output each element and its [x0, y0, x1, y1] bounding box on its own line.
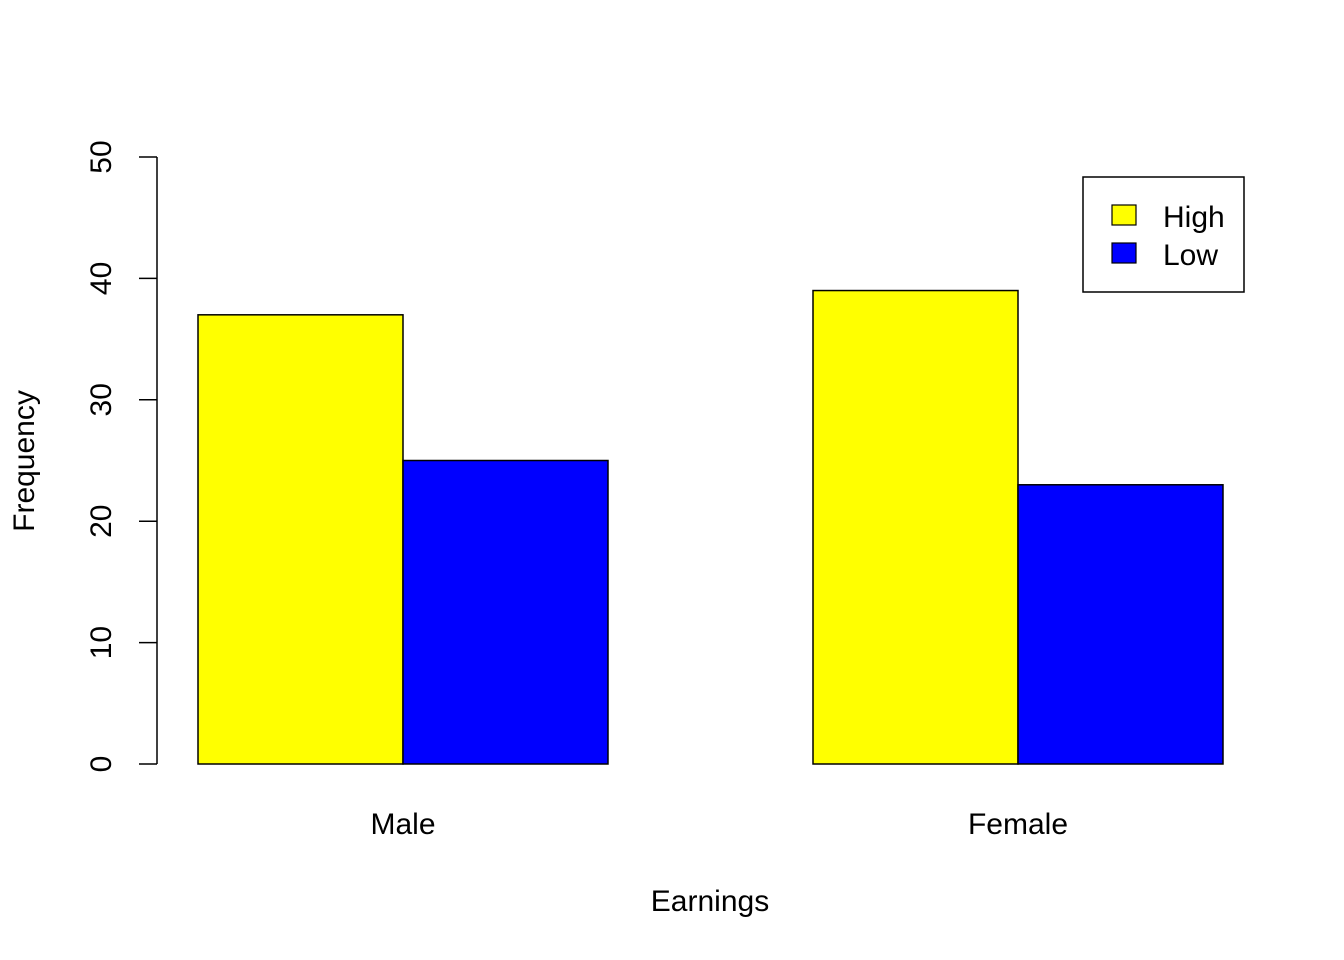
legend-label-low: Low — [1163, 239, 1218, 272]
legend-label-high: High — [1163, 201, 1225, 234]
legend-box — [1082, 176, 1245, 293]
y-tick-label: 0 — [85, 756, 118, 773]
legend-swatch-low — [1111, 242, 1137, 264]
y-axis: 0 10 20 30 40 50 — [85, 140, 158, 773]
y-tick-label: 40 — [85, 262, 118, 295]
y-tick-label: 10 — [85, 626, 118, 659]
bar-male-low — [402, 459, 609, 765]
y-tick-label: 20 — [85, 505, 118, 538]
legend: High Low — [1082, 176, 1245, 293]
y-axis-title: Frequency — [8, 390, 41, 532]
legend-swatch-high — [1111, 204, 1137, 226]
x-tick-label: Female — [968, 808, 1068, 841]
y-tick-label: 30 — [85, 383, 118, 416]
x-tick-label: Male — [370, 808, 435, 841]
bar-female-high — [812, 289, 1019, 765]
y-tick-label: 50 — [85, 140, 118, 173]
x-axis-labels: Male Female — [370, 808, 1068, 841]
x-axis-title: Earnings — [651, 885, 769, 918]
bar-female-low — [1017, 484, 1224, 765]
bars-group — [197, 289, 1224, 765]
bar-male-high — [197, 314, 404, 765]
